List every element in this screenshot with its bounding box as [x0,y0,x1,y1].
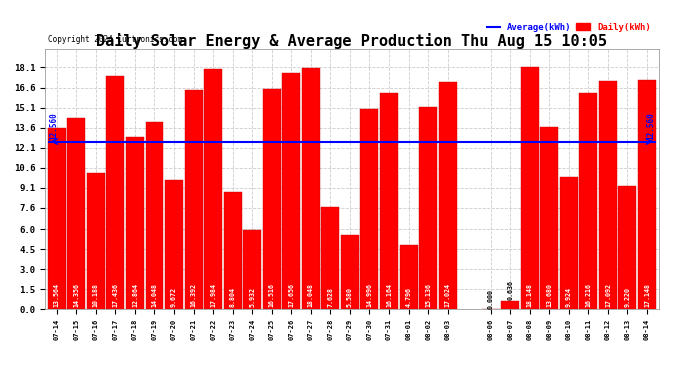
Text: 0.636: 0.636 [507,279,513,300]
Text: 18.148: 18.148 [526,284,533,308]
Text: 7.628: 7.628 [327,287,333,308]
Bar [400,245,417,309]
Bar [146,122,164,309]
Text: 10.188: 10.188 [93,284,99,308]
Bar [302,68,320,309]
Text: 14.996: 14.996 [366,284,373,308]
Text: 17.148: 17.148 [644,284,650,308]
Text: 14.356: 14.356 [73,284,79,308]
Text: 18.048: 18.048 [308,284,314,308]
Bar [68,117,86,309]
Text: 17.092: 17.092 [605,284,611,308]
Text: 12.864: 12.864 [132,284,138,308]
Text: 9.924: 9.924 [566,287,572,308]
Bar [618,186,636,309]
Bar [521,67,539,309]
Bar [580,93,598,309]
Text: 5.580: 5.580 [347,287,353,308]
Legend: Average(kWh), Daily(kWh): Average(kWh), Daily(kWh) [483,20,654,36]
Bar [341,235,359,309]
Bar [165,180,183,309]
Bar [126,138,144,309]
Bar [501,301,519,309]
Bar [263,88,281,309]
Text: 12.560: 12.560 [49,112,58,140]
Text: 12.560: 12.560 [646,112,655,140]
Text: 0.000: 0.000 [488,289,493,309]
Text: 8.804: 8.804 [230,287,236,308]
Bar [244,230,262,309]
Bar [106,76,124,309]
Text: 5.932: 5.932 [249,287,255,308]
Text: 15.136: 15.136 [425,284,431,308]
Bar [48,128,66,309]
Text: 13.680: 13.680 [546,284,552,308]
Text: 9.220: 9.220 [624,287,631,308]
Text: Copyright 2024 Curtronics.com: Copyright 2024 Curtronics.com [48,34,182,44]
Text: 16.164: 16.164 [386,284,392,308]
Text: 17.984: 17.984 [210,284,216,308]
Bar [540,126,558,309]
Text: 17.436: 17.436 [112,284,119,308]
Bar [599,81,617,309]
Bar [185,90,203,309]
Bar [419,107,437,309]
Bar [360,109,379,309]
Text: 17.656: 17.656 [288,284,295,308]
Text: 16.216: 16.216 [585,284,591,308]
Text: 16.516: 16.516 [269,284,275,308]
Text: 16.392: 16.392 [190,284,197,308]
Bar [87,173,105,309]
Text: 9.672: 9.672 [171,287,177,308]
Text: 17.024: 17.024 [444,284,451,308]
Bar [638,80,656,309]
Bar [560,177,578,309]
Text: 14.048: 14.048 [152,284,157,308]
Bar [204,69,222,309]
Text: 13.564: 13.564 [54,284,60,308]
Title: Daily Solar Energy & Average Production Thu Aug 15 10:05: Daily Solar Energy & Average Production … [97,33,607,49]
Bar [439,82,457,309]
Bar [282,74,300,309]
Bar [224,192,241,309]
Text: 4.796: 4.796 [406,287,411,308]
Bar [380,93,398,309]
Bar [322,207,339,309]
